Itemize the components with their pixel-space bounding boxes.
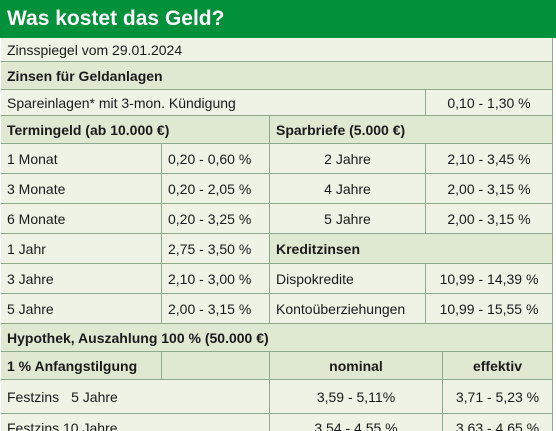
termingeld-value: 2,00 - 3,15 % bbox=[162, 294, 270, 324]
sparbriefe-value: 2,00 - 3,15 % bbox=[426, 174, 553, 204]
sparbriefe-label: 2 Jahre bbox=[270, 144, 426, 174]
festzins-label: Festzins 10 Jahre bbox=[7, 420, 118, 431]
geldanlagen-heading-row: Zinsen für Geldanlagen bbox=[1, 62, 553, 90]
termingeld-label: 1 Monat bbox=[1, 144, 162, 174]
table-row: Festzins 10 Jahre 3,54 - 4,55 % 3,63 - 4… bbox=[1, 414, 553, 431]
sparbriefe-label: 4 Jahre bbox=[270, 174, 426, 204]
spareinlagen-label: Spareinlagen* mit 3-mon. Kündigung bbox=[1, 90, 426, 116]
geldanlagen-heading: Zinsen für Geldanlagen bbox=[1, 62, 553, 90]
table-row: Festzins 5 Jahre 3,59 - 5,11% 3,71 - 5,23… bbox=[1, 380, 553, 414]
spareinlagen-row: Spareinlagen* mit 3-mon. Kündigung 0,10 … bbox=[1, 90, 553, 116]
subtitle: Zinsspiegel vom 29.01.2024 bbox=[1, 38, 553, 62]
effektiv-label: effektiv bbox=[443, 352, 553, 380]
hypothek-columns-row: 1 % Anfangstilgung nominal effektiv bbox=[1, 352, 553, 380]
termingeld-sparbriefe-heading-row: Termingeld (ab 10.000 €) Sparbriefe (5.0… bbox=[1, 116, 553, 144]
page-title: Was kostet das Geld? bbox=[0, 0, 556, 38]
festzins-term: 5 Jahre bbox=[71, 388, 118, 405]
table-row: 5 Jahre 2,00 - 3,15 % Kontoüberziehungen… bbox=[1, 294, 553, 324]
kreditzinsen-value: 10,99 - 14,39 % bbox=[426, 264, 553, 294]
festzins-label-cell: Festzins 5 Jahre bbox=[1, 380, 270, 414]
hypothek-heading: Hypothek, Auszahlung 100 % (50.000 €) bbox=[1, 324, 553, 352]
kreditzinsen-heading: Kreditzinsen bbox=[270, 234, 553, 264]
termingeld-value: 0,20 - 0,60 % bbox=[162, 144, 270, 174]
termingeld-value: 2,75 - 3,50 % bbox=[162, 234, 270, 264]
sparbriefe-heading: Sparbriefe (5.000 €) bbox=[270, 116, 553, 144]
termingeld-label: 5 Jahre bbox=[1, 294, 162, 324]
kreditzinsen-value: 10,99 - 15,55 % bbox=[426, 294, 553, 324]
termingeld-label: 1 Jahr bbox=[1, 234, 162, 264]
nominal-value: 3,59 - 5,11% bbox=[270, 380, 443, 414]
sparbriefe-label: 5 Jahre bbox=[270, 204, 426, 234]
table-row: 3 Jahre 2,10 - 3,00 % Dispokredite 10,99… bbox=[1, 264, 553, 294]
sparbriefe-value: 2,10 - 3,45 % bbox=[426, 144, 553, 174]
nominal-value: 3,54 - 4,55 % bbox=[270, 414, 443, 431]
effektiv-value: 3,71 - 5,23 % bbox=[443, 380, 553, 414]
kreditzinsen-label: Kontoüberziehungen bbox=[270, 294, 426, 324]
subtitle-row: Zinsspiegel vom 29.01.2024 bbox=[1, 38, 553, 62]
termingeld-heading: Termingeld (ab 10.000 €) bbox=[1, 116, 270, 144]
tilgung-label: 1 % Anfangstilgung bbox=[1, 352, 162, 380]
table-row: 3 Monate 0,20 - 2,05 % 4 Jahre 2,00 - 3,… bbox=[1, 174, 553, 204]
festzins-label-cell: Festzins 10 Jahre bbox=[1, 414, 270, 431]
termingeld-label: 6 Monate bbox=[1, 204, 162, 234]
termingeld-value: 0,20 - 2,05 % bbox=[162, 174, 270, 204]
empty-cell bbox=[162, 352, 270, 380]
nominal-label: nominal bbox=[270, 352, 443, 380]
kreditzinsen-label: Dispokredite bbox=[270, 264, 426, 294]
termingeld-label: 3 Monate bbox=[1, 174, 162, 204]
table-row: 1 Jahr 2,75 - 3,50 % Kreditzinsen bbox=[1, 234, 553, 264]
termingeld-label: 3 Jahre bbox=[1, 264, 162, 294]
hypothek-heading-row: Hypothek, Auszahlung 100 % (50.000 €) bbox=[1, 324, 553, 352]
festzins-label: Festzins bbox=[7, 388, 60, 405]
table-row: 1 Monat 0,20 - 0,60 % 2 Jahre 2,10 - 3,4… bbox=[1, 144, 553, 174]
table-row: 6 Monate 0,20 - 3,25 % 5 Jahre 2,00 - 3,… bbox=[1, 204, 553, 234]
termingeld-value: 0,20 - 3,25 % bbox=[162, 204, 270, 234]
termingeld-value: 2,10 - 3,00 % bbox=[162, 264, 270, 294]
sparbriefe-value: 2,00 - 3,15 % bbox=[426, 204, 553, 234]
spareinlagen-value: 0,10 - 1,30 % bbox=[426, 90, 553, 116]
effektiv-value: 3,63 - 4,65 % bbox=[443, 414, 553, 431]
